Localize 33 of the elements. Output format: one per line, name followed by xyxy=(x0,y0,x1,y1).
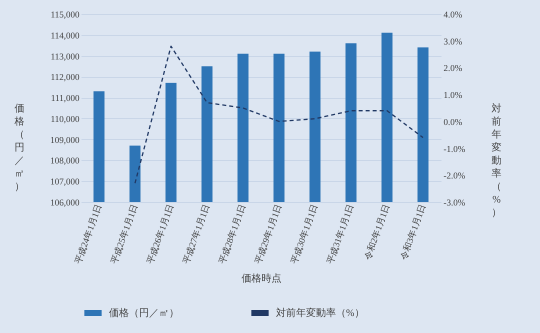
line-series xyxy=(134,46,424,184)
x-tick-label: 平成25年1月1日 xyxy=(108,202,140,266)
x-tick-label: 平成31年1月1日 xyxy=(324,202,356,266)
x-tick-label: 平成29年1月1日 xyxy=(252,202,284,266)
y2-tick-label: 4.0% xyxy=(444,10,463,20)
x-tick-label: 平成26年1月1日 xyxy=(144,202,176,266)
y-tick-label: 108,000 xyxy=(50,156,80,166)
text: 対前年変動率（%） xyxy=(492,104,502,218)
x-tick-label: 平成28年1月1日 xyxy=(216,202,248,266)
y2-tick-label: -2.0% xyxy=(444,170,466,181)
x-tick-label: 平成27年1月1日 xyxy=(180,202,212,266)
y2-tick-label: -1.0% xyxy=(444,144,466,154)
y2-tick-label: -3.0% xyxy=(444,198,466,208)
x-tick-label: 令和2年1月1日 xyxy=(362,202,392,262)
y2-tick-label: 1.0% xyxy=(444,90,463,100)
y2-tick-label: 3.0% xyxy=(444,36,463,46)
y2-tick-label: 0.0% xyxy=(444,116,463,127)
y-tick-label: 112,000 xyxy=(50,72,80,82)
y-tick-label: 106,000 xyxy=(50,198,80,208)
legend-label: 価格（円／㎡） xyxy=(109,307,179,319)
y2-tick-label: 2.0% xyxy=(444,63,463,74)
y-tick-label: 110,000 xyxy=(50,114,80,124)
y-tick-label: 111,000 xyxy=(50,93,80,104)
x-tick-label: 令和3年1月1日 xyxy=(398,202,428,262)
y-tick-label: 109,000 xyxy=(50,134,80,145)
y-tick-label: 107,000 xyxy=(50,176,80,187)
x-tick-label: 平成30年1月1日 xyxy=(288,202,320,266)
y-axis-title: 価格（円／㎡） xyxy=(14,104,24,192)
legend-label: 対前年変動率（%） xyxy=(276,307,364,319)
y-tick-label: 113,000 xyxy=(50,51,80,62)
y-tick-label: 114,000 xyxy=(50,30,80,40)
y-tick-label: 115,000 xyxy=(50,10,80,20)
x-axis-title: 価格時点 xyxy=(242,272,282,284)
